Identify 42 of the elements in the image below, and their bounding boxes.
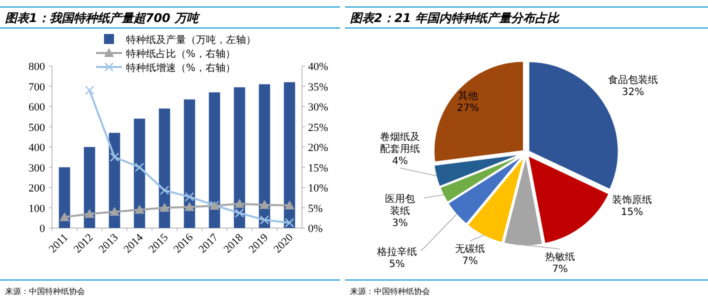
y2-tick-label: 10% xyxy=(308,182,328,194)
y-tick-label: 800 xyxy=(28,61,46,73)
y2-tick-label: 20% xyxy=(308,142,328,154)
legend-label: 特种纸占比（%，右轴） xyxy=(126,48,236,60)
y2-tick-label: 15% xyxy=(308,162,328,174)
y-tick-label: 200 xyxy=(28,182,46,194)
slice-label: 装饰原纸 xyxy=(612,194,652,206)
data-label: 27% xyxy=(456,103,480,114)
y2-tick-label: 0% xyxy=(308,223,323,235)
chart-title: 图表1：我国特种纸产量超700 万吨 xyxy=(5,11,201,25)
y-tick-label: 500 xyxy=(28,122,46,134)
y2-tick-label: 25% xyxy=(308,122,328,134)
chart-title: 图表2：21 年国内特种纸产量分布占比 xyxy=(350,11,560,25)
slice-label: 卷烟纸及配套用纸 xyxy=(380,131,420,155)
y-tick-label: 700 xyxy=(28,81,46,94)
y-tick-label: 400 xyxy=(28,142,46,154)
y-tick-label: 100 xyxy=(28,202,46,215)
source-note: 来源：中国特种纸协会 xyxy=(350,287,430,296)
data-label: 4% xyxy=(392,156,408,167)
y2-tick-label: 5% xyxy=(308,202,323,215)
y-tick-label: 0 xyxy=(40,223,46,235)
source-note: 来源：中国特种纸协会 xyxy=(5,287,85,296)
slice-label: 其他 xyxy=(458,90,478,102)
x-tick-label: 2011 xyxy=(46,232,71,256)
slice-label: 无碳纸 xyxy=(455,243,485,255)
data-label: 32% xyxy=(622,87,644,98)
data-label: 7% xyxy=(462,256,478,267)
y-tick-label: 600 xyxy=(28,102,46,114)
y2-tick-label: 30% xyxy=(308,102,328,114)
slice-label: 热敏纸 xyxy=(545,251,575,263)
data-label: 15% xyxy=(620,207,644,218)
data-label: 7% xyxy=(552,264,568,275)
slice-label: 医用包装纸 xyxy=(385,193,415,217)
y2-tick-label: 35% xyxy=(308,81,328,94)
legend-label: 特种纸及产量（万吨，左轴） xyxy=(126,34,256,46)
data-label: 3% xyxy=(392,218,408,229)
data-label: 5% xyxy=(389,259,405,270)
y2-tick-label: 40% xyxy=(308,61,328,73)
y-tick-label: 300 xyxy=(28,162,46,174)
slice-label: 格拉辛纸 xyxy=(376,246,417,258)
legend-label: 特种纸增速（%，右轴） xyxy=(126,62,236,74)
slice-label: 食品包装纸 xyxy=(608,74,658,86)
